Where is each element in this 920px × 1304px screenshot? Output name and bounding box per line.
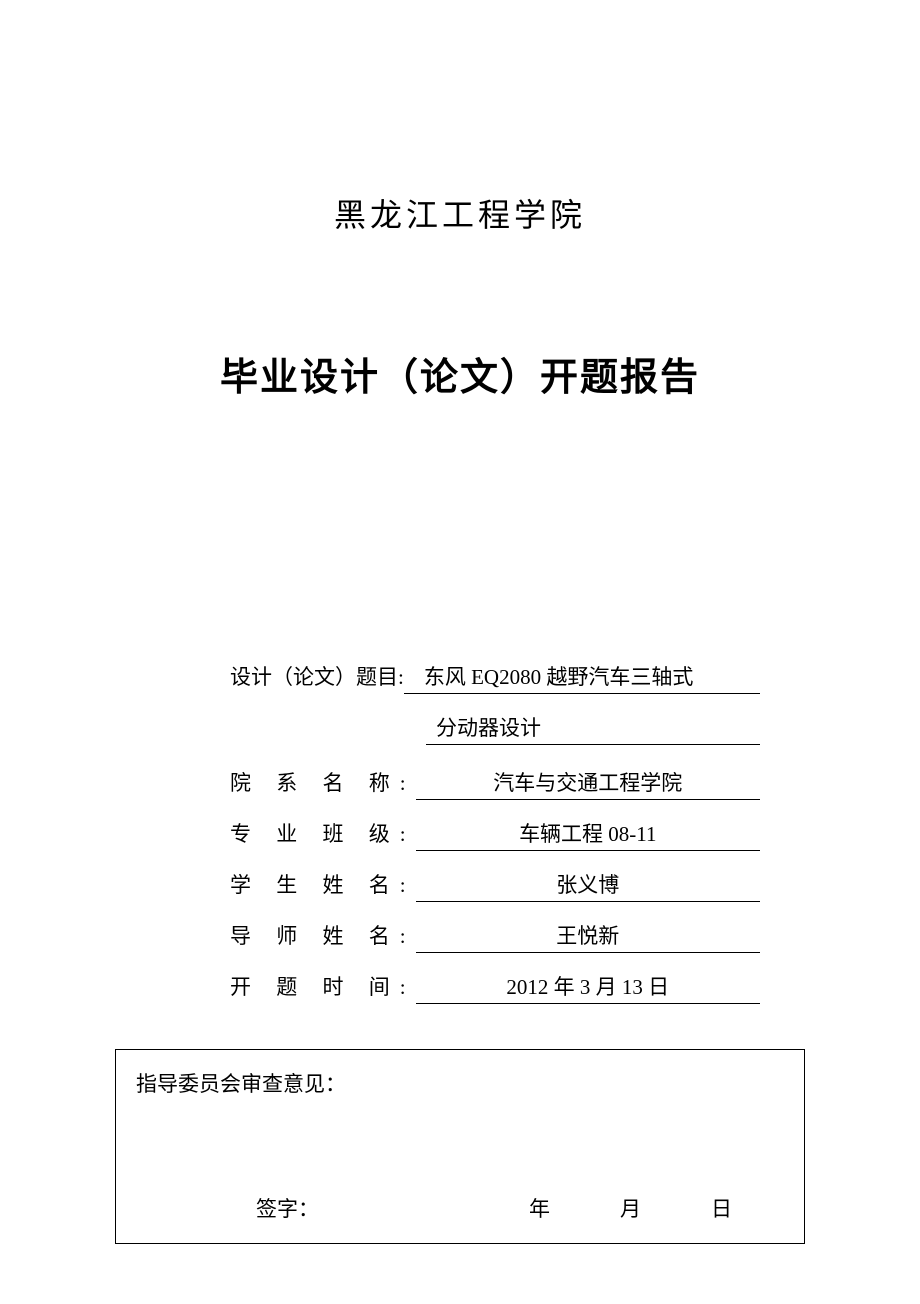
year-label: 年	[529, 1193, 550, 1223]
class-value: 车辆工程 08-11	[416, 818, 760, 851]
review-title: 指导委员会审查意见：	[136, 1068, 784, 1098]
form-row-advisor: 导 师 姓 名: 王悦新	[230, 920, 760, 953]
advisor-label: 导 师 姓 名:	[230, 920, 416, 950]
university-name: 黑龙江工程学院	[100, 190, 820, 236]
topic-value-line2: 分动器设计	[426, 712, 760, 745]
form-row-date: 开 题 时 间: 2012 年 3 月 13 日	[230, 971, 760, 1004]
date-label: 开 题 时 间:	[230, 971, 416, 1001]
topic-label: 设计（论文）题目:	[230, 661, 404, 691]
student-label: 学 生 姓 名:	[230, 869, 416, 899]
signature-row: 签字： 年 月 日	[116, 1193, 804, 1223]
month-label: 月	[620, 1193, 641, 1223]
main-title: 毕业设计（论文）开题报告	[100, 346, 820, 401]
form-section: 设计（论文）题目: 东风 EQ2080 越野汽车三轴式 分动器设计 院 系 名 …	[100, 661, 820, 1004]
form-row-department: 院 系 名 称: 汽车与交通工程学院	[230, 767, 760, 800]
advisor-value: 王悦新	[416, 920, 760, 953]
document-page: 黑龙江工程学院 毕业设计（论文）开题报告 设计（论文）题目: 东风 EQ2080…	[0, 0, 920, 1304]
class-label: 专 业 班 级:	[230, 818, 416, 848]
date-value: 2012 年 3 月 13 日	[416, 971, 760, 1004]
form-row-topic: 设计（论文）题目: 东风 EQ2080 越野汽车三轴式	[230, 661, 760, 694]
spacer	[319, 1193, 529, 1223]
review-box: 指导委员会审查意见： 签字： 年 月 日	[115, 1049, 805, 1244]
dept-value: 汽车与交通工程学院	[416, 767, 760, 800]
form-row-class: 专 业 班 级: 车辆工程 08-11	[230, 818, 760, 851]
signature-label: 签字：	[256, 1193, 319, 1223]
dept-label: 院 系 名 称:	[230, 767, 416, 797]
student-value: 张义博	[416, 869, 760, 902]
form-row-student: 学 生 姓 名: 张义博	[230, 869, 760, 902]
form-row-topic-cont: 分动器设计	[230, 712, 760, 745]
day-label: 日	[711, 1193, 732, 1223]
topic-value-line1: 东风 EQ2080 越野汽车三轴式	[404, 661, 760, 694]
